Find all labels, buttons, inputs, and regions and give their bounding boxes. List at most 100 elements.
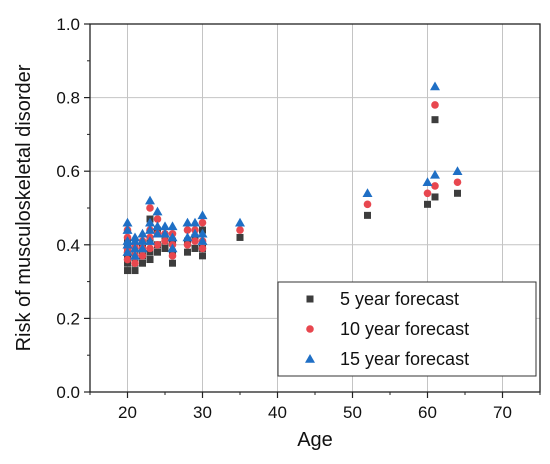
legend-marker — [306, 295, 314, 303]
legend-item: 15 year forecast — [305, 349, 469, 369]
data-point — [364, 211, 371, 219]
data-point — [235, 217, 245, 227]
data-point — [191, 237, 199, 245]
data-point — [431, 182, 439, 190]
data-point — [424, 200, 431, 208]
x-tick-label: 70 — [493, 403, 512, 422]
data-point — [184, 248, 191, 256]
y-tick-label: 1.0 — [56, 15, 80, 34]
x-tick-label: 20 — [118, 403, 137, 422]
data-point — [236, 233, 244, 241]
data-point — [422, 177, 433, 186]
data-point — [423, 189, 432, 198]
data-point — [131, 259, 139, 268]
data-point — [452, 166, 463, 175]
data-point — [169, 259, 176, 267]
x-tick-label: 30 — [193, 403, 212, 422]
data-point — [153, 241, 162, 249]
series-triangle — [122, 81, 463, 260]
data-point — [430, 169, 440, 179]
legend-marker — [306, 325, 314, 333]
legend-label: 10 year forecast — [340, 319, 469, 339]
legend-box — [277, 281, 537, 377]
legend-marker — [305, 354, 315, 363]
legend-label: 5 year forecast — [340, 289, 459, 309]
x-tick-label: 40 — [268, 403, 287, 422]
data-point — [130, 232, 140, 242]
data-point — [363, 200, 372, 209]
data-point — [137, 243, 148, 253]
data-point — [122, 236, 133, 245]
y-tick-label: 0.8 — [56, 89, 80, 108]
data-point — [122, 225, 133, 234]
data-point — [198, 218, 207, 227]
data-point — [145, 225, 155, 234]
data-point — [161, 244, 169, 252]
data-point — [183, 226, 192, 234]
data-point — [198, 244, 207, 253]
data-point — [152, 206, 163, 216]
data-point — [168, 252, 177, 260]
legend-item: 5 year forecast — [306, 289, 459, 309]
data-point — [167, 243, 178, 253]
data-point — [190, 217, 200, 227]
series-circle — [123, 101, 462, 268]
y-tick-label: 0.2 — [56, 309, 80, 328]
data-point — [153, 215, 162, 223]
y-tick-label: 0.4 — [56, 236, 80, 255]
data-point — [167, 221, 178, 231]
data-point — [362, 188, 373, 198]
data-point — [190, 228, 200, 238]
y-axis-title: Risk of musculoskeletal disorder — [13, 64, 35, 351]
data-point — [139, 259, 146, 267]
data-point — [146, 256, 154, 264]
data-point — [191, 244, 199, 252]
data-point — [161, 237, 169, 245]
data-point — [145, 195, 155, 205]
data-point — [152, 221, 163, 231]
data-point — [154, 248, 161, 256]
y-tick-label: 0.6 — [56, 162, 80, 181]
data-point — [130, 250, 140, 260]
legend-label: 15 year forecast — [340, 349, 469, 369]
axis-ticks: 20 30 40 50 60 70 0.0 0.2 0.4 0.6 0.8 1.0 — [56, 15, 541, 422]
data-point — [145, 236, 155, 245]
data-point — [197, 236, 208, 245]
data-point — [454, 189, 461, 197]
data-point — [137, 236, 148, 245]
data-point — [146, 244, 154, 253]
data-point — [431, 116, 439, 124]
data-point — [124, 267, 131, 275]
legend-item: 10 year forecast — [306, 319, 469, 339]
data-point — [431, 101, 439, 109]
data-point — [182, 217, 193, 227]
data-point — [197, 228, 208, 238]
data-point — [138, 252, 147, 260]
data-point — [152, 228, 163, 238]
data-point — [160, 228, 170, 238]
legend: 5 year forecast 10 year forecast 15 year f… — [277, 281, 537, 377]
data-point — [431, 193, 439, 201]
data-point — [131, 267, 139, 275]
data-point — [453, 178, 462, 187]
data-point — [145, 217, 155, 227]
x-axis-title: Age — [297, 429, 333, 451]
data-point — [130, 243, 140, 253]
data-point — [182, 232, 193, 242]
data-point — [167, 232, 178, 242]
data-point — [123, 255, 132, 264]
data-point — [122, 247, 133, 256]
data-point — [146, 204, 154, 212]
x-tick-label: 50 — [343, 403, 362, 422]
data-point — [197, 210, 208, 220]
data-point — [137, 228, 148, 238]
data-point — [236, 226, 244, 234]
data-point — [160, 221, 170, 231]
y-tick-label: 0.0 — [56, 383, 80, 402]
data-point — [183, 241, 192, 249]
data-point — [199, 252, 206, 260]
data-point — [430, 81, 440, 91]
data-point — [122, 217, 133, 227]
data-points — [122, 81, 463, 275]
